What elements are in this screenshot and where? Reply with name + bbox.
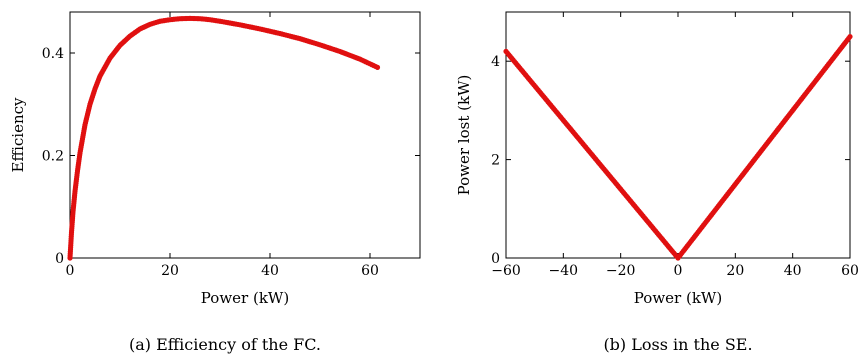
y-tick-label-b: 0 xyxy=(491,251,500,267)
y-tick-label-b: 2 xyxy=(491,153,500,169)
x-axis-label-b: Power (kW) xyxy=(634,289,722,307)
x-tick-label-b: 20 xyxy=(726,263,744,279)
series-a xyxy=(67,16,380,261)
plot-frame-a xyxy=(70,12,420,258)
data-point-a xyxy=(375,65,380,70)
y-tick-label-a: 0 xyxy=(55,251,64,267)
ticks-a: 0 20 40 60 0 0.2 0.4 xyxy=(42,12,420,279)
y-tick-label-a: 0.4 xyxy=(42,46,64,62)
x-tick-label-a: 40 xyxy=(261,263,279,279)
efficiency-chart: 0 20 40 60 0 0.2 0.4 Power (kW) Efficiency (a)… xyxy=(9,12,420,354)
x-tick-label-b: −20 xyxy=(606,263,636,279)
x-tick-label-a: 0 xyxy=(66,263,75,279)
caption-b: (b) Loss in the SE. xyxy=(603,335,752,354)
x-tick-label-a: 60 xyxy=(361,263,379,279)
series-b xyxy=(503,34,852,261)
data-point-b xyxy=(847,34,852,39)
y-tick-label-a: 0.2 xyxy=(42,149,64,165)
x-tick-label-b: 0 xyxy=(674,263,683,279)
y-axis-label-a: Efficiency xyxy=(9,97,27,173)
x-tick-label-a: 20 xyxy=(161,263,179,279)
x-axis-label-a: Power (kW) xyxy=(201,289,289,307)
x-tick-label-b: 60 xyxy=(841,263,859,279)
x-tick-label-b: 40 xyxy=(784,263,802,279)
plot-frame-b xyxy=(506,12,850,258)
y-axis-label-b: Power lost (kW) xyxy=(455,75,473,196)
x-tick-label-b: −40 xyxy=(549,263,579,279)
y-tick-label-b: 4 xyxy=(491,54,500,70)
caption-a: (a) Efficiency of the FC. xyxy=(129,335,321,354)
